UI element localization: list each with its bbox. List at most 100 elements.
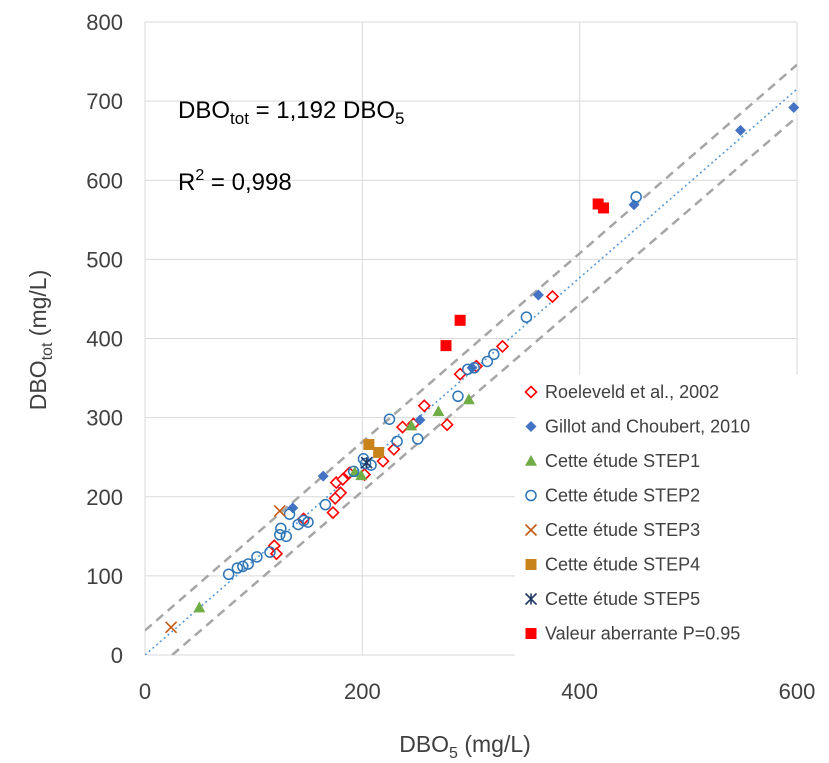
r-squared-annotation: R2 = 0,998	[178, 167, 292, 196]
y-tick-label: 800	[86, 10, 123, 35]
data-point	[440, 340, 452, 352]
data-point	[280, 530, 293, 543]
y-tick-label: 400	[86, 327, 123, 352]
legend-label: Gillot and Choubert, 2010	[545, 417, 750, 437]
data-point	[391, 435, 403, 448]
legend-item: Cette étude STEP3	[524, 520, 700, 540]
legend-marker	[525, 628, 537, 639]
legend-item: Cette étude STEP4	[525, 555, 700, 575]
data-point	[452, 390, 464, 403]
legend-marker	[524, 385, 538, 399]
legend-marker	[525, 455, 537, 466]
data-point	[734, 124, 746, 136]
legend-item: Cette étude STEP2	[525, 486, 700, 506]
data-point	[336, 472, 350, 486]
y-axis-title: DBOtot (mg/L)	[25, 270, 56, 410]
legend-label: Roeleveld et al., 2002	[545, 382, 719, 402]
y-tick-label: 700	[86, 89, 123, 114]
data-point	[376, 454, 390, 468]
data-point	[454, 314, 466, 326]
data-point	[283, 508, 296, 520]
data-point	[520, 311, 533, 323]
x-axis-title: DBO5 (mg/L)	[399, 731, 531, 762]
legend-label: Cette étude STEP3	[545, 520, 700, 540]
data-point	[481, 355, 494, 368]
data-point	[395, 420, 410, 434]
legend-marker	[525, 559, 537, 570]
equation-annotation: DBOtot = 1,192 DBO5	[178, 97, 404, 128]
data-point	[251, 551, 263, 563]
tick-labels: 0 100 200 300 400 500 600 700 800 0 200 400 600	[86, 10, 815, 704]
y-tick-label: 300	[86, 406, 123, 431]
legend-box	[515, 375, 800, 660]
data-point	[237, 560, 249, 573]
legend-marker	[525, 421, 537, 432]
x-tick-label: 400	[561, 679, 598, 704]
data-point	[462, 393, 475, 405]
data-point	[598, 202, 610, 214]
legend-marker	[524, 592, 538, 606]
data-point	[319, 498, 332, 511]
data-point	[326, 505, 340, 520]
data-point	[231, 562, 244, 574]
data-point	[373, 446, 385, 458]
x-tick-label: 0	[139, 679, 151, 704]
legend-label: Cette étude STEP1	[545, 451, 700, 471]
y-tick-label: 600	[86, 168, 123, 193]
y-tick-label: 500	[86, 247, 123, 272]
data-point	[165, 621, 178, 634]
legend: Roeleveld et al., 2002 Gillot and Chouber…	[515, 375, 800, 660]
series-3	[222, 191, 642, 581]
data-point	[317, 470, 329, 482]
data-point	[532, 289, 544, 301]
data-point	[495, 339, 510, 354]
data-point	[287, 502, 299, 514]
data-point	[414, 414, 426, 426]
series-4	[165, 504, 286, 634]
bound-line	[171, 116, 797, 655]
data-point	[363, 439, 375, 451]
legend-item: Cette étude STEP1	[525, 451, 700, 471]
data-point	[412, 433, 424, 445]
data-point	[630, 191, 642, 203]
data-point	[383, 413, 396, 425]
legend-label: Cette étude STEP5	[545, 589, 700, 609]
data-point	[333, 486, 348, 500]
data-point	[359, 457, 372, 470]
series-6	[360, 456, 373, 469]
data-point	[242, 558, 254, 570]
data-point	[222, 568, 235, 581]
y-tick-label: 200	[86, 485, 123, 510]
data-point	[193, 601, 206, 613]
x-tick-label: 200	[344, 679, 381, 704]
y-tick-label: 100	[86, 564, 123, 589]
series-7	[440, 198, 610, 352]
legend-marker	[524, 523, 538, 537]
data-point	[461, 363, 474, 376]
x-tick-label: 600	[779, 679, 816, 704]
data-points	[165, 101, 800, 634]
data-point	[453, 367, 467, 381]
data-point	[432, 405, 445, 417]
data-point	[405, 419, 418, 431]
data-point	[545, 289, 560, 304]
confidence-bounds	[145, 63, 797, 655]
legend-item: Roeleveld et al., 2002	[524, 382, 719, 402]
legend-label: Cette étude STEP4	[545, 555, 700, 575]
data-point	[488, 348, 500, 361]
series-5	[363, 439, 385, 458]
data-point	[788, 101, 800, 113]
data-point	[273, 504, 286, 518]
legend-label: Cette étude STEP2	[545, 486, 700, 506]
data-point	[468, 362, 481, 374]
data-point	[275, 522, 287, 535]
data-point	[264, 546, 276, 558]
legend-item: Cette étude STEP5	[524, 589, 700, 609]
y-tick-label: 0	[111, 643, 123, 668]
bound-line	[145, 63, 797, 632]
data-point	[347, 465, 360, 478]
legend-item: Gillot and Choubert, 2010	[525, 417, 750, 437]
data-point	[440, 418, 454, 432]
data-point	[302, 516, 314, 528]
